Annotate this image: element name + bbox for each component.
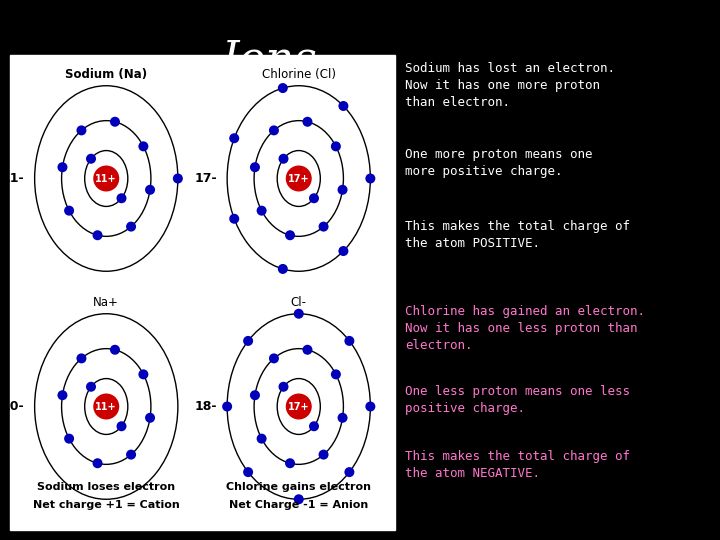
Text: This makes the total charge of
the atom NEGATIVE.: This makes the total charge of the atom … [405, 450, 630, 480]
Circle shape [338, 101, 348, 111]
Text: 17-: 17- [194, 172, 217, 185]
Text: Chlorine gains electron: Chlorine gains electron [226, 482, 372, 492]
Circle shape [145, 185, 155, 195]
Text: Na+: Na+ [94, 296, 120, 309]
Circle shape [294, 309, 304, 319]
Text: 11+: 11+ [96, 173, 117, 184]
Circle shape [110, 345, 120, 355]
Circle shape [278, 83, 288, 93]
Circle shape [64, 434, 74, 444]
Circle shape [243, 467, 253, 477]
Circle shape [64, 206, 74, 215]
Circle shape [309, 193, 319, 203]
Circle shape [93, 458, 102, 468]
Text: One less proton means one less
positive charge.: One less proton means one less positive … [405, 385, 630, 415]
Circle shape [117, 421, 127, 431]
Circle shape [269, 125, 279, 136]
Circle shape [126, 450, 136, 460]
Circle shape [256, 434, 266, 444]
Text: This makes the total charge of
the atom POSITIVE.: This makes the total charge of the atom … [405, 220, 630, 250]
Circle shape [338, 185, 348, 195]
Text: Net Charge -1 = Anion: Net Charge -1 = Anion [229, 500, 369, 510]
Text: Sodium has lost an electron.
Now it has one more proton
than electron.: Sodium has lost an electron. Now it has … [405, 62, 615, 109]
Circle shape [365, 402, 375, 411]
Circle shape [76, 353, 86, 363]
Circle shape [256, 206, 266, 215]
Circle shape [294, 494, 304, 504]
Circle shape [269, 353, 279, 363]
Circle shape [338, 246, 348, 256]
Circle shape [250, 162, 260, 172]
Circle shape [222, 402, 232, 411]
Circle shape [365, 173, 375, 184]
Circle shape [302, 117, 312, 127]
Circle shape [58, 390, 68, 400]
Text: Ions: Ions [222, 38, 318, 81]
Circle shape [344, 336, 354, 346]
Circle shape [138, 369, 148, 380]
Circle shape [76, 125, 86, 136]
Circle shape [285, 458, 295, 468]
Circle shape [94, 165, 120, 192]
Circle shape [110, 117, 120, 127]
Circle shape [302, 345, 312, 355]
Circle shape [318, 221, 328, 232]
Circle shape [173, 173, 183, 184]
Circle shape [331, 141, 341, 151]
Text: Sodium (Na): Sodium (Na) [66, 68, 148, 81]
Text: 18-: 18- [194, 400, 217, 413]
Text: Sodium loses electron: Sodium loses electron [37, 482, 175, 492]
Text: 11+: 11+ [96, 402, 117, 411]
Circle shape [94, 394, 120, 420]
Circle shape [286, 394, 312, 420]
Text: Net charge +1 = Cation: Net charge +1 = Cation [33, 500, 179, 510]
Circle shape [286, 165, 312, 192]
Text: 10-: 10- [1, 400, 24, 413]
Text: 11-: 11- [1, 172, 24, 185]
Text: 17+: 17+ [288, 402, 310, 411]
Circle shape [86, 382, 96, 392]
Text: 17+: 17+ [288, 173, 310, 184]
Circle shape [58, 162, 68, 172]
Circle shape [145, 413, 155, 423]
Text: Chlorine has gained an electron.
Now it has one less proton than
electron.: Chlorine has gained an electron. Now it … [405, 305, 645, 352]
Circle shape [243, 336, 253, 346]
Circle shape [318, 450, 328, 460]
Circle shape [86, 154, 96, 164]
Circle shape [285, 230, 295, 240]
Text: One more proton means one
more positive charge.: One more proton means one more positive … [405, 148, 593, 178]
Circle shape [126, 221, 136, 232]
Circle shape [93, 230, 102, 240]
Circle shape [278, 264, 288, 274]
Circle shape [229, 214, 239, 224]
Circle shape [279, 154, 289, 164]
Circle shape [138, 141, 148, 151]
Bar [10, 55, 395, 530]
Circle shape [229, 133, 239, 143]
Circle shape [344, 467, 354, 477]
Text: Cl-: Cl- [291, 296, 307, 309]
Circle shape [331, 369, 341, 380]
Circle shape [117, 193, 127, 203]
Circle shape [338, 413, 348, 423]
Circle shape [250, 390, 260, 400]
Circle shape [309, 421, 319, 431]
Text: Chlorine (Cl): Chlorine (Cl) [262, 68, 336, 81]
Circle shape [279, 382, 289, 392]
